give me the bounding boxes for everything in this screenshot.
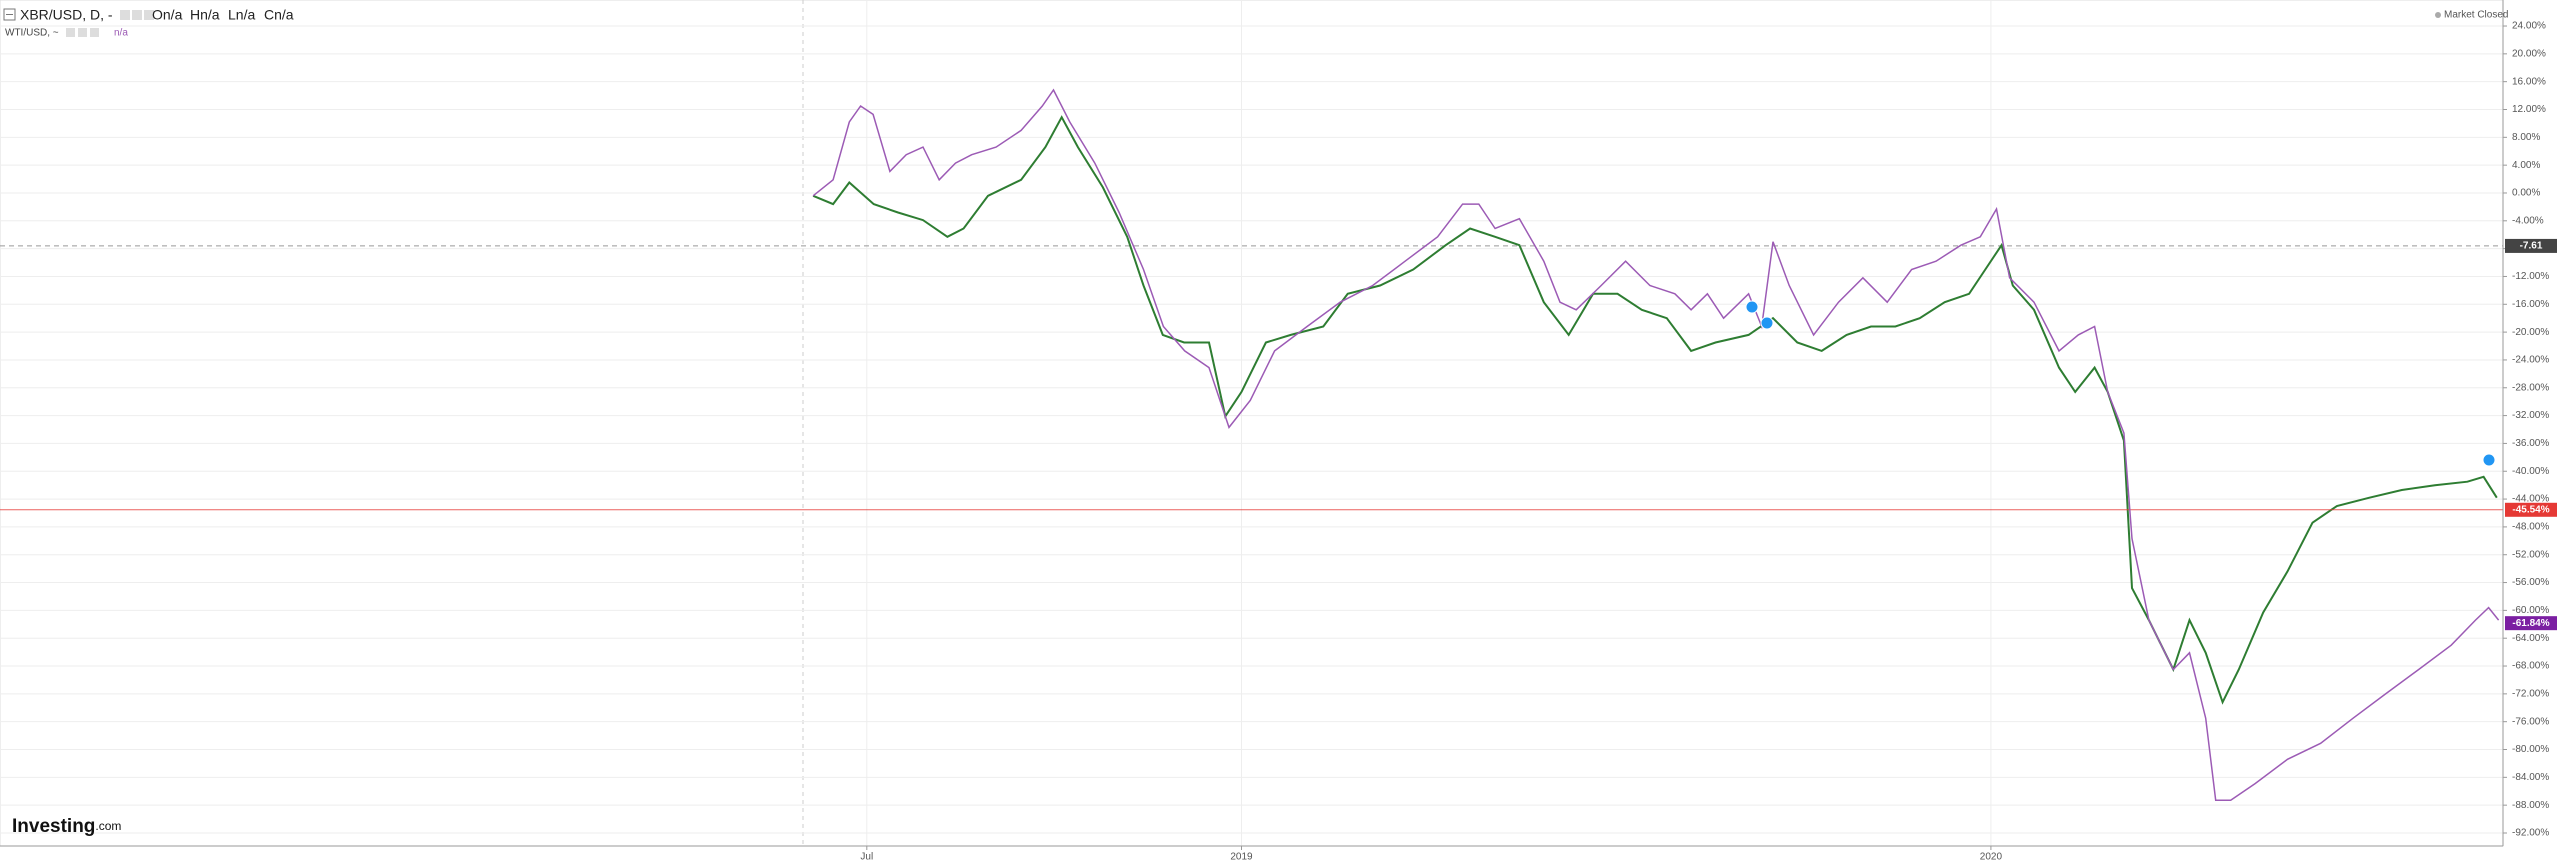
grid: [0, 0, 2503, 846]
y-tick-label: -52.00%: [2512, 549, 2549, 560]
event-marker[interactable]: [1745, 300, 1759, 314]
ohlc-open: On/a: [152, 7, 183, 23]
x-tick-label: Jul: [860, 852, 873, 863]
y-tick-label: -12.00%: [2512, 271, 2549, 282]
y-tick-label: -44.00%: [2512, 494, 2549, 505]
y-tick-label: -28.00%: [2512, 382, 2549, 393]
plot-area: [0, 0, 2504, 847]
y-tick-label: -72.00%: [2512, 688, 2549, 699]
y-tick-label: -64.00%: [2512, 633, 2549, 644]
y-tick-label: -36.00%: [2512, 438, 2549, 449]
compare-settings[interactable]: [66, 28, 75, 37]
series-line: [812, 115, 2498, 705]
event-marker[interactable]: [2482, 453, 2496, 467]
symbol-line: XBR/USD, D, -: [20, 7, 113, 23]
last-value-badge: [2505, 616, 2557, 631]
y-tick-label: -60.00%: [2512, 605, 2549, 616]
y-tick-label: -84.00%: [2512, 772, 2549, 783]
y-tick-label: -76.00%: [2512, 716, 2549, 727]
logo: Investing.com: [12, 816, 121, 837]
y-tick-label: -40.00%: [2512, 466, 2549, 477]
y-tick-label: -20.00%: [2512, 327, 2549, 338]
market-status: Market Closed: [2444, 10, 2508, 21]
compare-hide[interactable]: [78, 28, 87, 37]
y-tick-label: 20.00%: [2512, 48, 2546, 59]
y-tick-label: -24.00%: [2512, 355, 2549, 366]
y-tick-label: 16.00%: [2512, 76, 2546, 87]
x-tick-label: 2020: [1980, 852, 2003, 863]
last-value-label: -61.84%: [2512, 618, 2549, 629]
y-tick-label: -16.00%: [2512, 299, 2549, 310]
ohlc-low: Ln/a: [228, 7, 255, 23]
ohlc-close: Cn/a: [264, 7, 294, 23]
y-tick-label: -48.00%: [2512, 522, 2549, 533]
y-tick-label: -32.00%: [2512, 410, 2549, 421]
y-tick-label: -56.00%: [2512, 577, 2549, 588]
last-value-badge: [2505, 502, 2557, 517]
y-tick-label: -88.00%: [2512, 800, 2549, 811]
y-tick-label: 8.00%: [2512, 132, 2540, 143]
compare-value: n/a: [114, 28, 128, 39]
logo-name: Investing: [12, 816, 95, 837]
x-tick-label: 2019: [1230, 852, 1253, 863]
plot: [0, 88, 2503, 802]
last-value-label: -45.54%: [2512, 504, 2549, 515]
y-tick-label: 24.00%: [2512, 21, 2546, 32]
logo-suffix: .com: [95, 819, 121, 833]
close-button[interactable]: [144, 10, 154, 20]
y-tick-label: -68.00%: [2512, 661, 2549, 672]
y-tick-label: 4.00%: [2512, 160, 2540, 171]
series-line: [812, 88, 2500, 802]
y-tick-label: -4.00%: [2512, 215, 2544, 226]
crosshair-label: -7.61: [2520, 241, 2543, 252]
settings-button[interactable]: [120, 10, 130, 20]
compare-close[interactable]: [90, 28, 99, 37]
y-tick-label: 12.00%: [2512, 104, 2546, 115]
y-tick-label: -80.00%: [2512, 744, 2549, 755]
collapse-icon[interactable]: [3, 8, 16, 21]
event-marker[interactable]: [1760, 316, 1774, 330]
y-tick-label: 0.00%: [2512, 188, 2540, 199]
y-tick-label: -92.00%: [2512, 828, 2549, 839]
compare-line: WTI/USD, ~: [5, 28, 59, 39]
crosshair-badge: [2505, 238, 2557, 253]
hide-button[interactable]: [132, 10, 142, 20]
ohlc-high: Hn/a: [190, 7, 220, 23]
status-dot: [2435, 12, 2441, 18]
